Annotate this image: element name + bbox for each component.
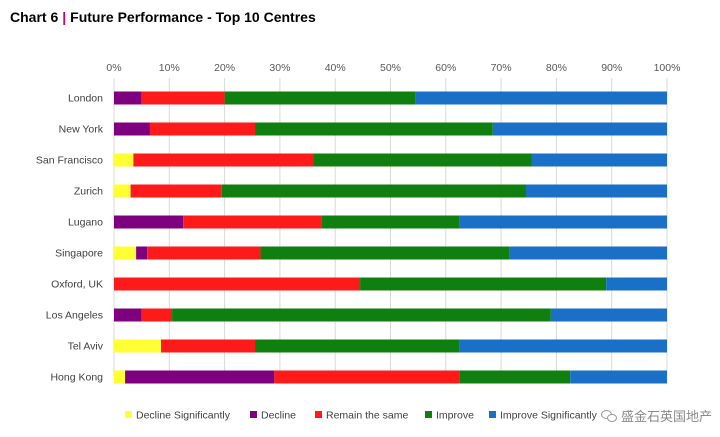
category-label: London <box>68 93 103 105</box>
category-label: Hong Kong <box>50 372 103 384</box>
bar-segment <box>360 277 607 291</box>
legend-swatch <box>125 411 132 418</box>
legend-label: Decline Significantly <box>136 410 231 422</box>
legend-swatch <box>250 411 257 418</box>
x-tick-label: 80% <box>546 62 567 74</box>
bar-segment <box>114 122 150 136</box>
x-tick-label: 70% <box>491 62 512 74</box>
x-tick-label: 60% <box>435 62 456 74</box>
bar-segment <box>136 246 148 260</box>
bar-segment <box>141 308 173 322</box>
category-label: Tel Aviv <box>68 341 104 353</box>
bar-segment <box>531 153 667 167</box>
bar-segment <box>415 91 667 105</box>
x-tick-label: 10% <box>159 62 180 74</box>
bar-segment <box>550 308 667 322</box>
bar-segment <box>114 246 137 260</box>
category-label: Oxford, UK <box>51 279 103 291</box>
bar-segment <box>133 153 314 167</box>
bar-segment <box>525 184 667 198</box>
bar-segment <box>255 339 460 353</box>
bar-segment <box>570 370 667 384</box>
legend-swatch <box>315 411 322 418</box>
bar-segment <box>274 370 460 384</box>
watermark-text: 盛金石英国地产 <box>620 409 712 424</box>
category-label: Singapore <box>55 248 103 260</box>
category-label: Zurich <box>74 186 103 198</box>
x-tick-label: 0% <box>106 62 121 74</box>
watermark: 盛金石英国地产 <box>600 406 712 425</box>
bar-segment <box>260 246 510 260</box>
bar-segment <box>509 246 667 260</box>
category-label: Lugano <box>68 217 103 229</box>
wechat-icon <box>600 409 617 422</box>
bar-segment <box>172 308 551 322</box>
bar-segment <box>321 215 460 229</box>
x-tick-label: 20% <box>214 62 235 74</box>
bar-segment <box>224 91 416 105</box>
legend-label: Improve Significantly <box>500 410 598 422</box>
bar-segment <box>221 184 526 198</box>
bar-segment <box>459 370 571 384</box>
bar-segment <box>606 277 667 291</box>
bar-segment <box>114 277 361 291</box>
bar-segment <box>149 122 256 136</box>
category-label: New York <box>59 124 104 136</box>
category-label: Los Angeles <box>46 310 103 322</box>
bar-segment <box>125 370 275 384</box>
x-tick-label: 50% <box>380 62 401 74</box>
bar-segment <box>183 215 322 229</box>
bar-segment <box>114 153 134 167</box>
bar-segment <box>459 215 667 229</box>
legend-label: Decline <box>261 410 296 422</box>
bar-segment <box>114 339 162 353</box>
bar-segment <box>313 153 532 167</box>
legend-label: Improve <box>436 410 474 422</box>
bar-segment <box>492 122 667 136</box>
bar-segment <box>114 308 142 322</box>
category-label: San Francisco <box>36 155 103 167</box>
bar-segment <box>114 370 126 384</box>
bar-segment <box>114 91 142 105</box>
bar-segment <box>114 215 184 229</box>
x-tick-label: 90% <box>601 62 622 74</box>
bar-segment <box>147 246 261 260</box>
chart-number: Chart 6 <box>10 9 59 25</box>
title-separator: | <box>62 9 67 25</box>
x-tick-label: 30% <box>269 62 290 74</box>
bar-segment <box>130 184 222 198</box>
bar-segment <box>459 339 667 353</box>
legend-label: Remain the same <box>326 410 408 422</box>
bar-segment <box>114 184 131 198</box>
chart-title-text: Future Performance - Top 10 Centres <box>70 9 316 25</box>
bar-segment <box>255 122 493 136</box>
x-tick-label: 40% <box>325 62 346 74</box>
x-tick-label: 100% <box>654 62 681 74</box>
legend-swatch <box>489 411 496 418</box>
bar-segment <box>141 91 225 105</box>
bar-segment <box>161 339 256 353</box>
legend-swatch <box>425 411 432 418</box>
chart-title: Chart 6 | Future Performance - Top 10 Cent… <box>10 9 316 25</box>
